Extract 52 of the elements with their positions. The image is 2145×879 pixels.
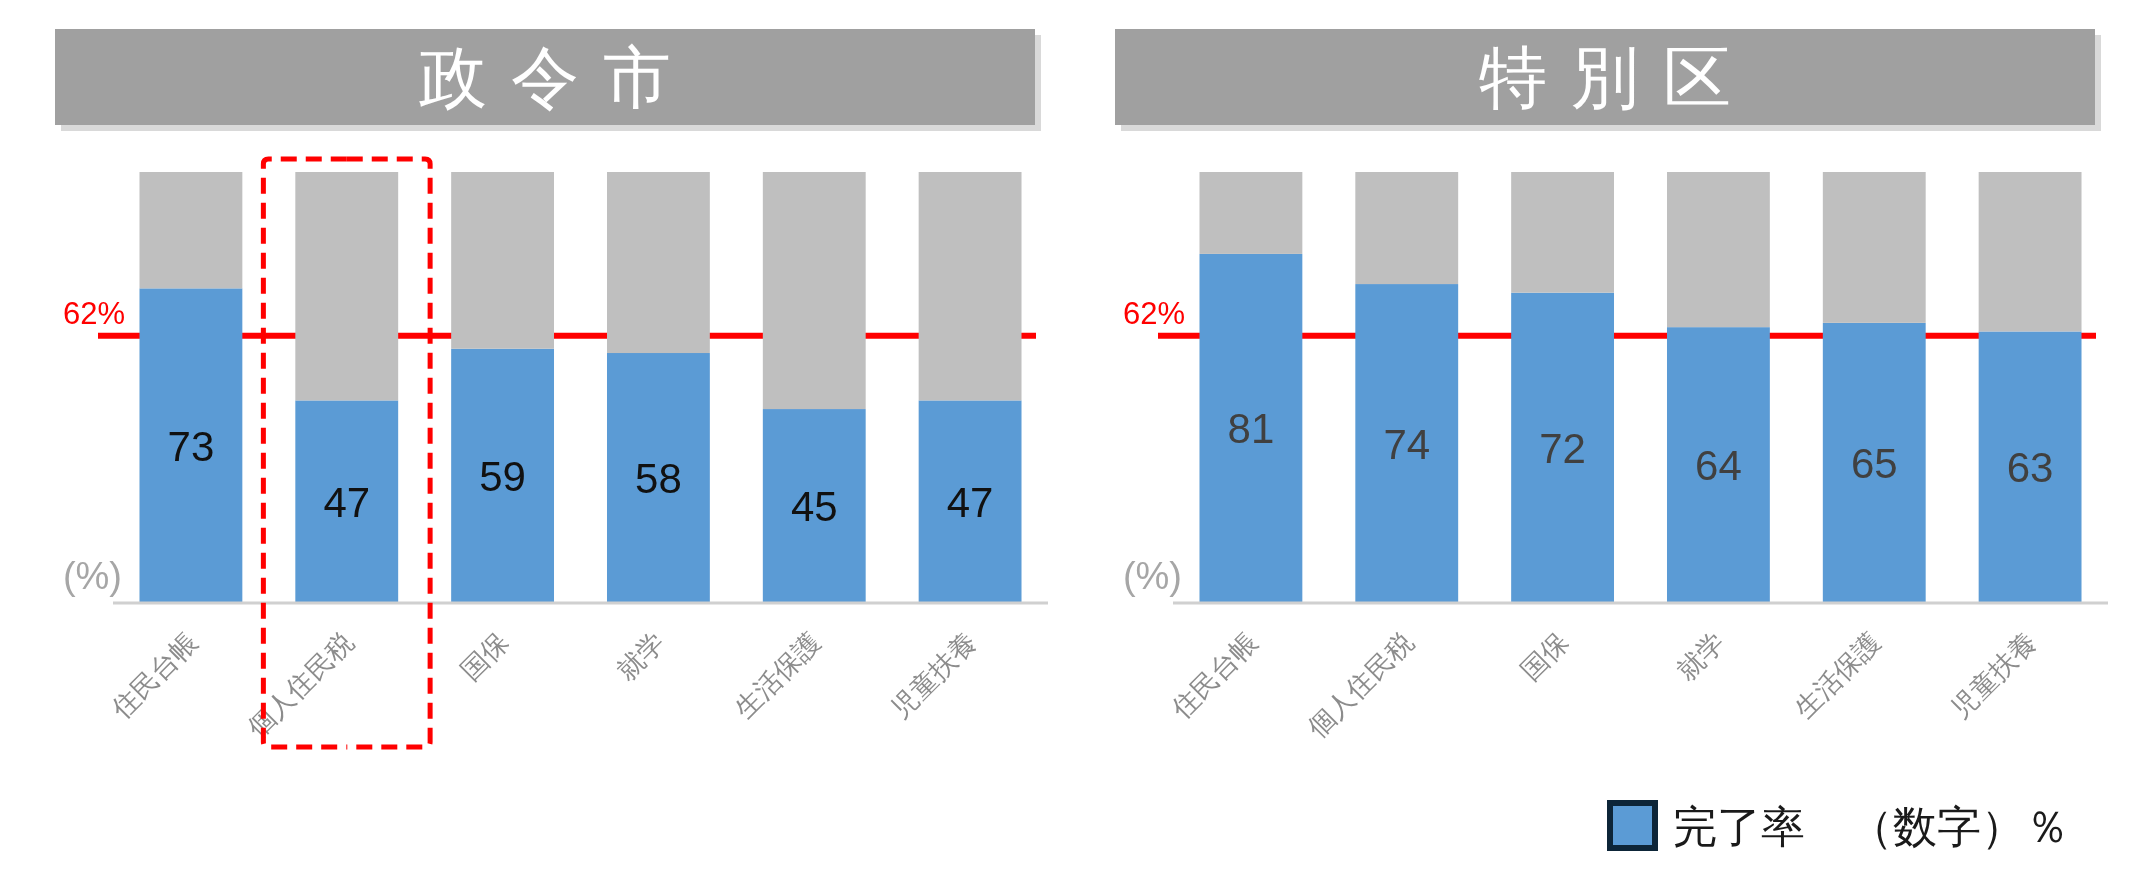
bar xyxy=(139,172,243,289)
data-label: 59 xyxy=(479,452,526,500)
x-tick-label: 住民台帳 xyxy=(104,627,204,726)
legend-label: 完了率 （数字）％ xyxy=(1673,802,2069,851)
x-tick-label: 就学 xyxy=(1671,627,1731,687)
bar xyxy=(1822,172,1926,323)
data-label: 45 xyxy=(790,483,838,531)
data-label: 74 xyxy=(1383,420,1431,468)
ref-line-label: 62% xyxy=(62,295,125,331)
chart-title: 政令市 xyxy=(419,39,695,115)
x-tick-label: 国保 xyxy=(455,627,515,687)
bar xyxy=(918,172,1022,401)
bar xyxy=(1199,253,1303,603)
data-label: 58 xyxy=(635,455,682,503)
bar xyxy=(1355,284,1459,603)
x-tick-label: 個人住民税 xyxy=(1302,627,1419,744)
bar xyxy=(451,172,555,349)
bar xyxy=(139,288,243,603)
data-label: 73 xyxy=(167,422,215,470)
bar xyxy=(762,172,866,410)
bar xyxy=(918,400,1022,603)
data-label: 47 xyxy=(946,478,994,526)
bar xyxy=(1822,322,1926,603)
ref-line-label: 62% xyxy=(1122,295,1185,331)
data-label: 72 xyxy=(1539,424,1586,472)
data-label: 47 xyxy=(323,478,371,526)
x-tick-label: 就学 xyxy=(611,627,671,687)
bar xyxy=(1978,172,2082,332)
chart-title: 特別区 xyxy=(1479,39,1755,115)
x-tick-label: 生活保護 xyxy=(1788,627,1887,725)
data-label: 65 xyxy=(1850,439,1898,487)
y-axis-title: (%) xyxy=(1122,555,1182,597)
x-tick-label: 生活保護 xyxy=(728,627,827,725)
y-axis-title: (%) xyxy=(62,555,122,597)
bar xyxy=(606,172,710,354)
x-tick-label: 児童扶養 xyxy=(884,627,983,725)
bar xyxy=(1511,172,1615,293)
x-tick-label: 国保 xyxy=(1515,627,1575,687)
data-label: 63 xyxy=(2006,444,2054,492)
data-label: 64 xyxy=(1695,442,1742,490)
bar xyxy=(606,353,710,603)
bar xyxy=(1666,327,1770,603)
bar xyxy=(1511,292,1615,603)
bar xyxy=(451,348,555,603)
bar xyxy=(1355,172,1459,285)
x-tick-label: 住民台帳 xyxy=(1164,627,1264,726)
bar xyxy=(762,409,866,603)
bar xyxy=(1199,172,1303,254)
bar xyxy=(1666,172,1770,328)
bar xyxy=(1978,331,2082,603)
x-tick-label: 児童扶養 xyxy=(1944,627,2043,725)
data-label: 81 xyxy=(1227,405,1275,453)
